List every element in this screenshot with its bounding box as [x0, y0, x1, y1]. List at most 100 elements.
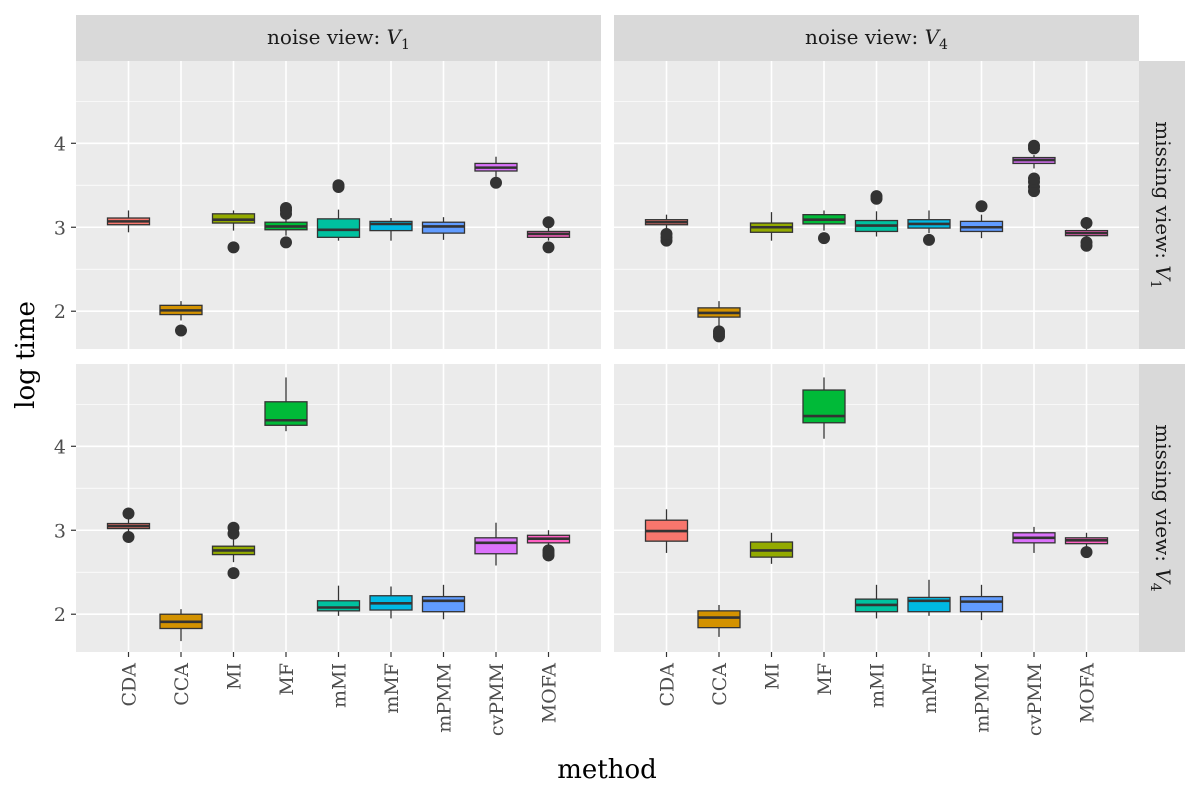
- boxplot-MOFA: [1064, 532, 1109, 559]
- outlier-point: [122, 507, 135, 520]
- outlier-point: [923, 233, 935, 246]
- outlier-point: [870, 190, 883, 203]
- boxplot-CDA: [644, 509, 689, 553]
- facet-label-missing-view-1: missing view: V1: [1147, 121, 1175, 288]
- facet-label-noise-view-1: noise view: V1: [267, 25, 410, 53]
- boxplot-CDA: [106, 210, 151, 233]
- outlier-point: [122, 530, 135, 543]
- x-tick-label-cvPMM: cvPMM: [1024, 663, 1046, 736]
- boxplot-cvPMM: [474, 156, 518, 189]
- boxplot-mMF: [907, 210, 951, 246]
- box-iqr: [316, 218, 361, 238]
- boxplot-mPMM: [421, 584, 466, 620]
- facet-strip-column-1: [76, 15, 601, 61]
- outlier-point: [542, 544, 555, 557]
- boxplot-mMF: [369, 218, 413, 241]
- facet-label-variable: V: [1151, 265, 1175, 282]
- x-tick-label-MOFA: MOFA: [1077, 663, 1099, 724]
- panel-r1-c1-boxplots: [106, 156, 571, 337]
- y-tick-label: 2: [54, 604, 66, 626]
- facet-label-missing-view-2: missing view: V4: [1147, 424, 1175, 592]
- boxplot-mMI: [854, 190, 899, 237]
- panel-r1-c2-boxplots: [644, 139, 1109, 343]
- facet-strip-column-2: [614, 15, 1139, 61]
- axes: 2 3 4 2 3 4 CDA CCA MI MF mMI mMF mPMM cvPMM MOFA CDA CC…: [54, 133, 1099, 736]
- facet-strip-row-1: [1139, 61, 1185, 349]
- panel-r2-c1-boxplots: [106, 377, 571, 642]
- x-tick-label-CDA: CDA: [119, 663, 141, 707]
- boxplot-MF: [264, 201, 308, 249]
- boxplot-MOFA: [1064, 217, 1109, 252]
- x-tick-label-mMF: mMF: [919, 663, 941, 714]
- box-iqr: [802, 389, 846, 424]
- box-iqr: [959, 595, 1004, 613]
- boxplot-mMF: [369, 586, 413, 619]
- boxplot-MI: [749, 212, 794, 241]
- outlier-point: [280, 236, 292, 249]
- box-iqr: [474, 537, 518, 555]
- box-iqr: [369, 220, 413, 232]
- box-iqr: [316, 600, 361, 612]
- boxplot-mMI: [854, 584, 899, 619]
- x-axis-title: method: [557, 755, 657, 785]
- boxplot-mPMM: [959, 584, 1004, 621]
- facet-label-prefix: missing view:: [1151, 121, 1175, 265]
- x-tick-label-MI: MI: [762, 663, 784, 690]
- facet-label-subscript: 4: [939, 37, 948, 53]
- x-tick-label-mMI: mMI: [867, 663, 889, 708]
- boxplot-cvPMM: [1012, 139, 1056, 198]
- facet-label-noise-view-2: noise view: V4: [805, 25, 948, 53]
- boxplot-CDA: [106, 507, 151, 543]
- facet-label-variable: V: [1151, 568, 1175, 585]
- outlier-point: [490, 176, 502, 189]
- x-tick-label-CDA: CDA: [657, 663, 679, 707]
- outlier-point: [1080, 546, 1093, 559]
- x-tick-label-MOFA: MOFA: [539, 663, 561, 724]
- x-tick-label-mPMM: mPMM: [972, 663, 994, 733]
- boxplot-mMF: [907, 579, 951, 616]
- outlier-point: [280, 201, 292, 214]
- y-tick-label: 2: [54, 301, 66, 323]
- boxplot-MI: [211, 521, 256, 580]
- x-tick-label-CCA: CCA: [171, 663, 193, 706]
- outlier-point: [227, 521, 240, 534]
- y-tick-label: 3: [54, 217, 66, 239]
- outlier-point: [660, 227, 673, 240]
- boxplot-CDA: [644, 214, 689, 247]
- boxplot-mMI: [316, 179, 361, 241]
- boxplot-MF: [264, 377, 308, 432]
- facet-label-prefix: noise view:: [805, 25, 925, 49]
- box-iqr: [264, 401, 308, 426]
- boxplot-CCA: [159, 301, 203, 337]
- x-tick-label-cvPMM: cvPMM: [486, 663, 508, 736]
- boxplot-CCA: [159, 609, 203, 642]
- facet-label-variable: V: [925, 25, 942, 49]
- boxplot-cvPMM: [474, 522, 518, 566]
- outlier-point: [713, 325, 725, 338]
- boxplot-mMI: [316, 585, 361, 616]
- x-tick-label-MF: MF: [814, 663, 836, 696]
- facet-label-prefix: noise view:: [267, 25, 387, 49]
- facet-strip-row-2: [1139, 364, 1185, 652]
- outlier-point: [542, 216, 555, 229]
- outlier-point: [1028, 139, 1040, 152]
- facet-label-subscript: 1: [1147, 280, 1163, 289]
- boxplot-MI: [749, 532, 794, 564]
- x-tick-label-mPMM: mPMM: [434, 663, 456, 733]
- outlier-point: [175, 324, 187, 337]
- facet-label-subscript: 4: [1147, 583, 1163, 592]
- x-tick-label-MI: MI: [224, 663, 246, 690]
- boxplot-cvPMM: [1012, 526, 1056, 553]
- boxplot-CCA: [697, 604, 741, 637]
- x-tick-label-mMF: mMF: [381, 663, 403, 714]
- y-tick-label: 4: [54, 133, 66, 155]
- boxplot-MOFA: [526, 216, 571, 254]
- outlier-point: [227, 241, 240, 254]
- outlier-point: [1028, 172, 1040, 185]
- boxplot-CCA: [697, 301, 741, 343]
- boxplot-mPMM: [421, 217, 466, 240]
- box-iqr: [697, 610, 741, 629]
- x-tick-label-mMI: mMI: [329, 663, 351, 708]
- panel-r2-c2-boxplots: [644, 377, 1109, 637]
